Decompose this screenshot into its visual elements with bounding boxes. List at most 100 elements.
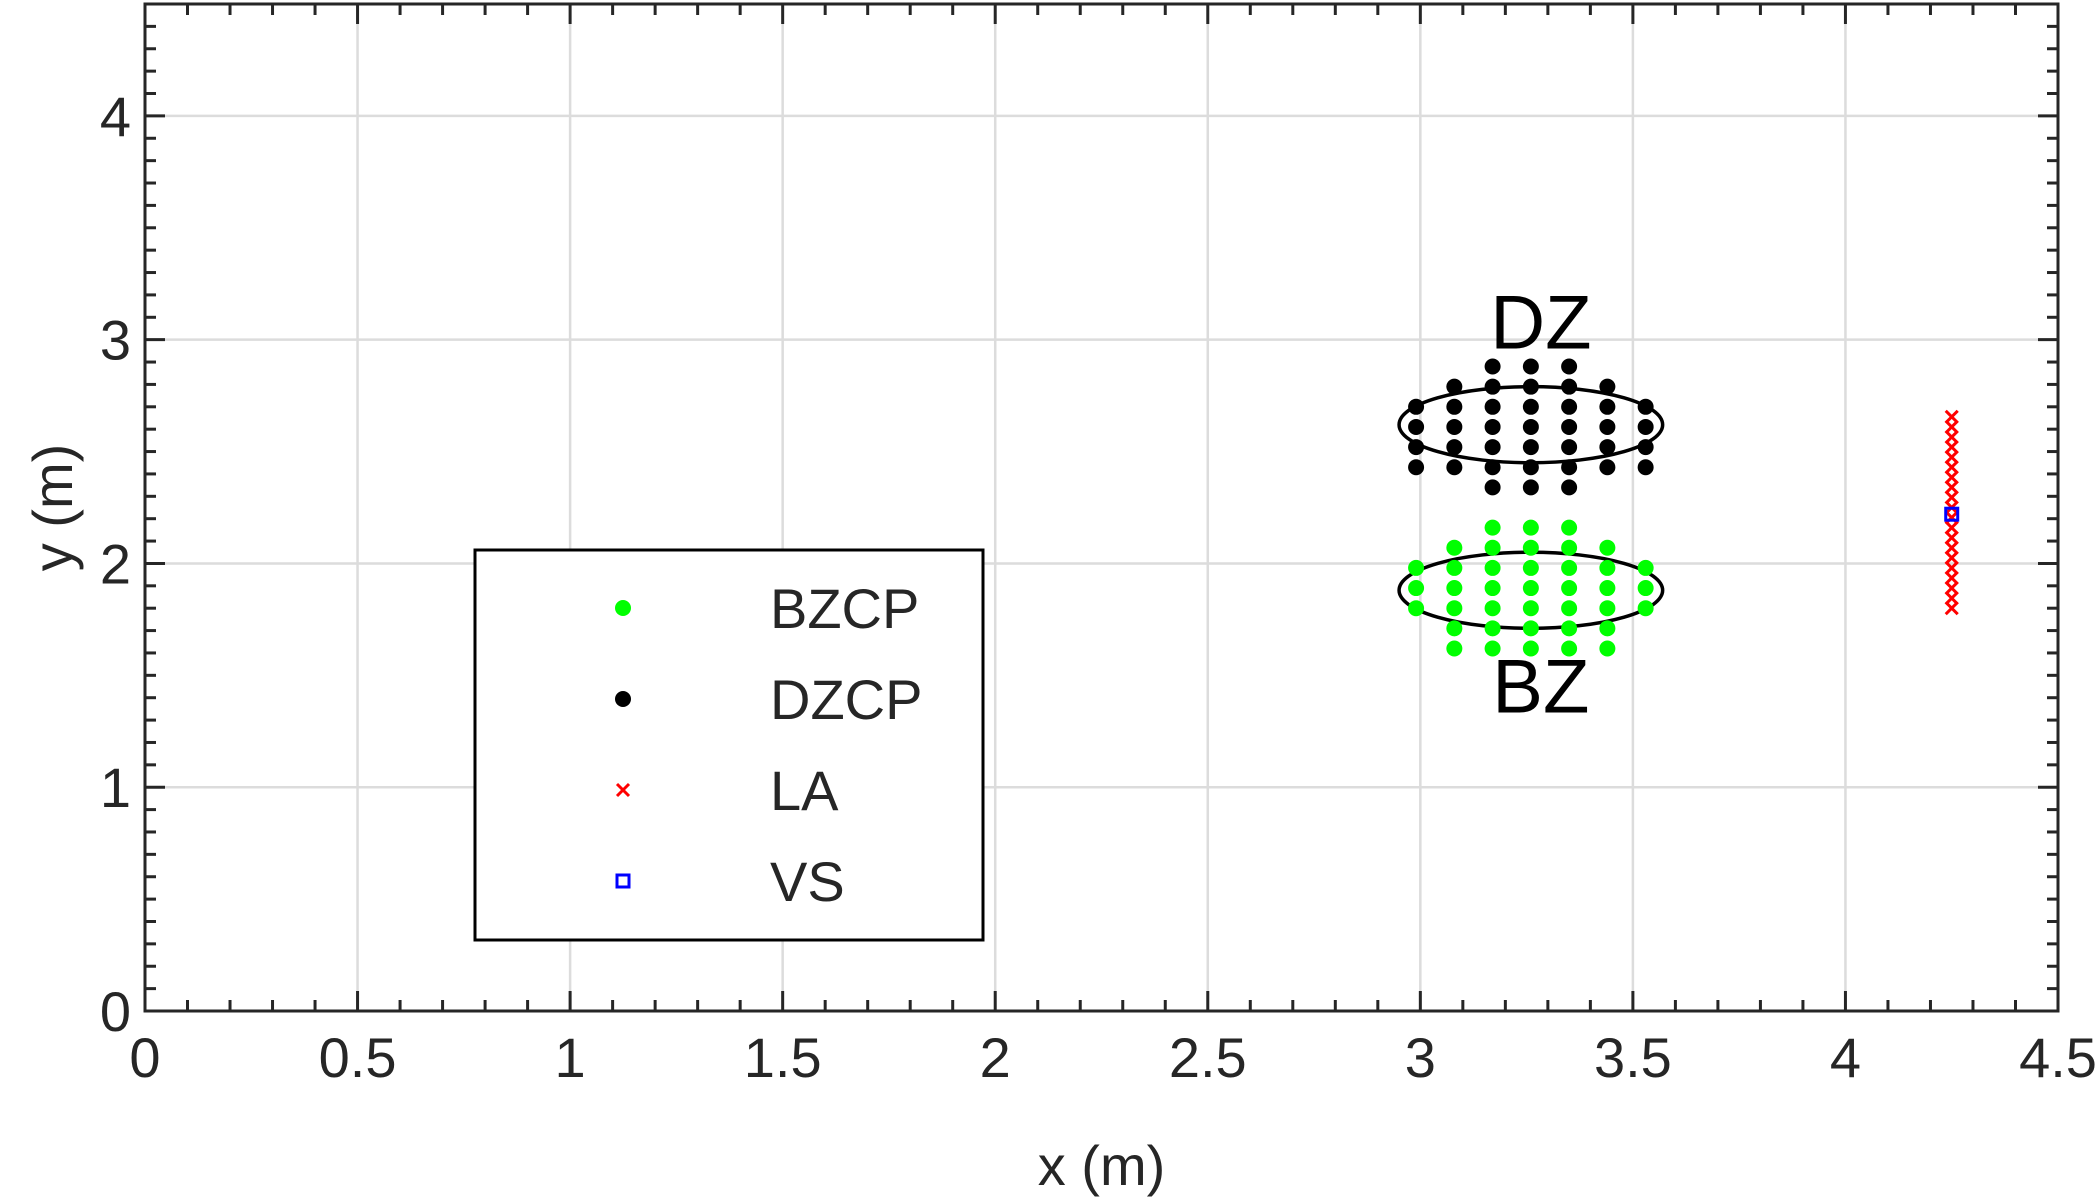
- bzcp-point: [1484, 559, 1501, 576]
- bzcp-point: [1637, 600, 1654, 617]
- dzcp-point: [1637, 439, 1654, 456]
- y-tick-label: 4: [100, 85, 131, 148]
- bzcp-point: [1484, 539, 1501, 556]
- axes-box: [143, 2, 2060, 1013]
- dzcp-point: [1561, 378, 1578, 395]
- bzcp-point: [1484, 640, 1501, 657]
- legend-marker-dzcp: [615, 691, 631, 707]
- x-tick-label: 2.5: [1169, 1026, 1247, 1089]
- dzcp-point: [1446, 418, 1463, 435]
- grid: [145, 4, 2058, 1011]
- bzcp-point: [1561, 640, 1578, 657]
- legend-label: DZCP: [770, 668, 922, 731]
- la-point: [1944, 409, 1959, 424]
- legend-marker-bzcp: [615, 600, 631, 616]
- dzcp-point: [1522, 358, 1539, 375]
- dzcp-point: [1561, 439, 1578, 456]
- tick-labels: 0 0.5 1 1.5 2 2.5 3 3.5 4 4.5 0 1 2 3 4: [100, 85, 2097, 1089]
- x-tick-label: 3: [1405, 1026, 1436, 1089]
- series-bzcp: [1408, 519, 1654, 657]
- bzcp-point: [1522, 600, 1539, 617]
- dzcp-point: [1408, 459, 1425, 476]
- bzcp-point: [1599, 539, 1616, 556]
- bzcp-point: [1484, 620, 1501, 637]
- legend-box: [473, 548, 985, 942]
- dzcp-point: [1561, 418, 1578, 435]
- dzcp-point: [1522, 479, 1539, 496]
- bzcp-point: [1599, 640, 1616, 657]
- legend-item-la: LA: [615, 759, 839, 822]
- y-axis-label: y (m): [21, 444, 84, 572]
- legend-item-bzcp: BZCP: [615, 577, 919, 640]
- bzcp-point: [1522, 580, 1539, 597]
- bzcp-point: [1446, 539, 1463, 556]
- series-la: [1944, 409, 1959, 616]
- zone-label-bz: BZ: [1492, 644, 1589, 729]
- bzcp-point: [1522, 620, 1539, 637]
- dzcp-point: [1561, 479, 1578, 496]
- dzcp-point: [1484, 479, 1501, 496]
- bzcp-point: [1408, 580, 1425, 597]
- dzcp-point: [1637, 459, 1654, 476]
- dzcp-point: [1522, 439, 1539, 456]
- dzcp-point: [1599, 439, 1616, 456]
- dzcp-point: [1522, 418, 1539, 435]
- bzcp-point: [1522, 539, 1539, 556]
- x-tick-label: 0.5: [319, 1026, 397, 1089]
- dzcp-point: [1637, 398, 1654, 415]
- dzcp-point: [1484, 439, 1501, 456]
- legend-label: VS: [770, 850, 845, 913]
- bzcp-point: [1446, 620, 1463, 637]
- dzcp-point: [1637, 418, 1654, 435]
- dzcp-point: [1484, 378, 1501, 395]
- bzcp-point: [1599, 620, 1616, 637]
- bzcp-point: [1637, 580, 1654, 597]
- x-tick-label: 3.5: [1594, 1026, 1672, 1089]
- bzcp-point: [1561, 539, 1578, 556]
- bzcp-point: [1599, 580, 1616, 597]
- x-tick-label: 1: [555, 1026, 586, 1089]
- y-tick-label: 0: [100, 980, 131, 1043]
- bzcp-point: [1446, 559, 1463, 576]
- x-tick-label: 1.5: [744, 1026, 822, 1089]
- dzcp-point: [1446, 378, 1463, 395]
- bzcp-point: [1599, 559, 1616, 576]
- dzcp-point: [1599, 378, 1616, 395]
- marker-stroke: [615, 782, 631, 798]
- dzcp-point: [1446, 398, 1463, 415]
- series-vs: [1944, 506, 1960, 522]
- legend: BZCP DZCP LA VS: [473, 548, 985, 942]
- dzcp-point: [1484, 459, 1501, 476]
- bzcp-point: [1522, 559, 1539, 576]
- bzcp-point: [1522, 640, 1539, 657]
- x-tick-label: 0: [129, 1026, 160, 1089]
- bzcp-point: [1561, 600, 1578, 617]
- x-tick-label: 4.5: [2019, 1026, 2097, 1089]
- dzcp-point: [1599, 459, 1616, 476]
- bzcp-point: [1561, 519, 1578, 536]
- legend-item-dzcp: DZCP: [615, 668, 922, 731]
- data-series: [1408, 358, 1960, 657]
- bzcp-point: [1484, 519, 1501, 536]
- marker-stroke: [1944, 409, 1959, 424]
- dzcp-point: [1408, 439, 1425, 456]
- dzcp-point: [1561, 398, 1578, 415]
- bzcp-point: [1637, 559, 1654, 576]
- bzcp-point: [1446, 640, 1463, 657]
- bzcp-point: [1522, 519, 1539, 536]
- bzcp-point: [1561, 559, 1578, 576]
- x-tick-label: 2: [980, 1026, 1011, 1089]
- bzcp-point: [1446, 600, 1463, 617]
- dzcp-point: [1446, 439, 1463, 456]
- bzcp-point: [1408, 559, 1425, 576]
- zone-label-dz: DZ: [1490, 281, 1591, 366]
- bzcp-point: [1484, 600, 1501, 617]
- vs-point: [1944, 506, 1960, 522]
- y-tick-label: 2: [100, 532, 131, 595]
- bzcp-point: [1484, 580, 1501, 597]
- bzcp-point: [1561, 620, 1578, 637]
- dzcp-point: [1408, 398, 1425, 415]
- legend-item-vs: VS: [615, 850, 845, 913]
- dzcp-point: [1522, 459, 1539, 476]
